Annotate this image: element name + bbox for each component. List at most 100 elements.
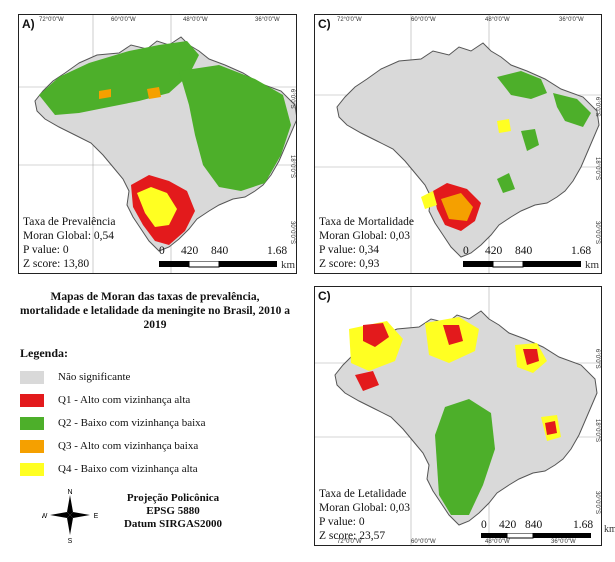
cluster-q4-north xyxy=(497,119,511,133)
scale-label-3: 1.68 xyxy=(267,245,288,257)
cluster-q3-south xyxy=(441,193,473,221)
scale-labels: 0 420 840 1.68 xyxy=(463,245,597,259)
map-panel-mortality: C) 72°0'0"W 60°0'0"W 48°0'0"W 36°0'0"W 6… xyxy=(314,14,602,274)
stats-title: Taxa de Mortalidade xyxy=(319,216,414,228)
legend-swatch xyxy=(20,370,44,384)
scale-label-1: 420 xyxy=(181,245,199,257)
stats-moran: Moran Global: 0,03 xyxy=(319,230,411,242)
coord-top-1: 72°0'0"W xyxy=(39,17,64,23)
stats-pvalue: P value: 0,34 xyxy=(319,244,379,256)
cluster-q3-north xyxy=(147,87,161,99)
figure-title: Mapas de Moran das taxas de prevalência,… xyxy=(20,291,290,331)
legend-heading: Legenda: xyxy=(20,346,68,360)
cluster-q2-northeast xyxy=(553,93,591,127)
coord-side-1: 6°0'0"S xyxy=(594,97,600,117)
scale-label-2: 840 xyxy=(525,519,543,531)
legend-swatch xyxy=(20,462,44,476)
stats-pvalue: P value: 0 xyxy=(23,244,69,256)
stats-moran: Moran Global: 0,54 xyxy=(23,230,115,242)
legend-label: Não significante xyxy=(58,371,131,383)
projection-line3: Datum SIRGAS2000 xyxy=(123,518,223,530)
map-prevalence xyxy=(19,15,296,273)
scale-bar xyxy=(463,261,581,268)
stats-title: Taxa de Letalidade xyxy=(319,488,407,500)
coord-bottom-1: 72°0'0"W xyxy=(337,539,362,545)
compass-west: W xyxy=(42,513,48,520)
coord-side-2: 18°0'0"S xyxy=(594,419,600,443)
coord-side-1: 6°0'0"S xyxy=(594,349,600,369)
cluster-q1-west xyxy=(355,371,379,391)
cluster-q2-north xyxy=(39,41,199,115)
scale-label-0: 0 xyxy=(481,519,487,531)
legend-item-q1: Q1 - Alto com vizinhança alta xyxy=(20,393,190,407)
stats-title: Taxa de Prevalência xyxy=(23,216,116,228)
legend-label: Q3 - Alto com vizinhança baixa xyxy=(58,440,199,452)
cluster-q1-northwest xyxy=(363,323,389,347)
legend-label: Q1 - Alto com vizinhança alta xyxy=(58,394,191,406)
scale-unit: km xyxy=(585,259,600,271)
legend-label: Q2 - Baixo com vizinhança baixa xyxy=(58,417,206,429)
map-mortality xyxy=(315,15,601,273)
scale-label-2: 840 xyxy=(515,245,533,257)
coord-top-1: 72°0'0"W xyxy=(337,17,362,23)
compass-east: E xyxy=(94,513,98,520)
cluster-q2-central-south xyxy=(435,399,495,515)
coord-side-2: 18°0'0"S xyxy=(594,157,600,181)
scale-label-1: 420 xyxy=(499,519,517,531)
coord-top-4: 36°0'0"W xyxy=(559,17,584,23)
cluster-q1-north xyxy=(443,325,463,345)
scale-label-2: 840 xyxy=(211,245,229,257)
coord-side-3: 30°0'0"S xyxy=(594,221,600,245)
scale-label-0: 0 xyxy=(159,245,165,257)
stats-pvalue: P value: 0 xyxy=(319,516,365,528)
stats-zscore: Z score: 13,80 xyxy=(23,258,90,270)
legend-swatch xyxy=(20,439,44,453)
north-arrow-icon: N S W E xyxy=(42,489,98,543)
legend-item-q3: Q3 - Alto com vizinhança baixa xyxy=(20,439,198,453)
coord-top-3: 48°0'0"W xyxy=(485,17,510,23)
scale-label-0: 0 xyxy=(463,245,469,257)
legend-item-q4: Q4 - Baixo com vizinhança alta xyxy=(20,462,198,476)
projection-info: Projeção Policônica EPSG 5880 Datum SIRG… xyxy=(118,492,228,531)
legend-swatch xyxy=(20,393,44,407)
map-panel-prevalence: A) 72°0'0"W 60°0'0"W 48°0'0"W 36°0'0"W 6… xyxy=(18,14,297,274)
stats-prevalence: Taxa de Prevalência Moran Global: 0,54 P… xyxy=(23,215,115,271)
scale-label-3: 1.68 xyxy=(571,245,592,257)
cluster-q2-east xyxy=(179,65,291,191)
panel-label-c-mortality: C) xyxy=(318,17,331,31)
panel-label-c-lethality: C) xyxy=(318,289,331,303)
map-panel-lethality: C) 6°0'0"S 18°0'0"S 30°0'0"S Taxa de Let… xyxy=(314,286,602,546)
map-lethality xyxy=(315,287,601,545)
stats-moran: Moran Global: 0,03 xyxy=(319,502,411,514)
scale-label-3: 1.68 xyxy=(573,519,594,531)
stats-mortality: Taxa de Mortalidade Moran Global: 0,03 P… xyxy=(319,215,414,271)
cluster-q2-southeast xyxy=(497,173,515,193)
stats-lethality: Taxa de Letalidade Moran Global: 0,03 P … xyxy=(319,487,410,543)
legend-swatch xyxy=(20,416,44,430)
legend-label: Q4 - Baixo com vizinhança alta xyxy=(58,463,198,475)
cluster-q1-northeast xyxy=(523,349,539,365)
coord-top-2: 60°0'0"W xyxy=(111,17,136,23)
scale-label-1: 420 xyxy=(485,245,503,257)
stats-zscore: Z score: 0,93 xyxy=(319,258,380,270)
coord-bottom-4: 36°0'0"W xyxy=(551,539,576,545)
legend-item-not-significant: Não significante xyxy=(20,370,130,384)
scale-bar xyxy=(481,533,591,539)
legend-item-q2: Q2 - Baixo com vizinhança baixa xyxy=(20,416,206,430)
cluster-q1-east xyxy=(545,421,557,435)
cluster-q3-west xyxy=(99,89,111,99)
projection-line2: EPSG 5880 xyxy=(146,505,200,517)
coord-side-2: 18°0'0"S xyxy=(289,155,295,179)
coord-top-4: 36°0'0"W xyxy=(255,17,280,23)
scale-bar xyxy=(159,261,277,268)
scale-unit: km xyxy=(281,259,296,271)
cluster-q4-south xyxy=(137,187,177,227)
coord-bottom-3: 48°0'0"W xyxy=(485,539,510,545)
panel-label-a: A) xyxy=(22,17,35,31)
cluster-q2-east xyxy=(521,129,539,151)
coord-side-3: 30°0'0"S xyxy=(289,221,295,245)
coord-top-2: 60°0'0"W xyxy=(411,17,436,23)
cluster-q4-south xyxy=(421,191,437,209)
coord-top-3: 48°0'0"W xyxy=(183,17,208,23)
scale-labels: 0 420 840 1.68 xyxy=(481,519,599,533)
